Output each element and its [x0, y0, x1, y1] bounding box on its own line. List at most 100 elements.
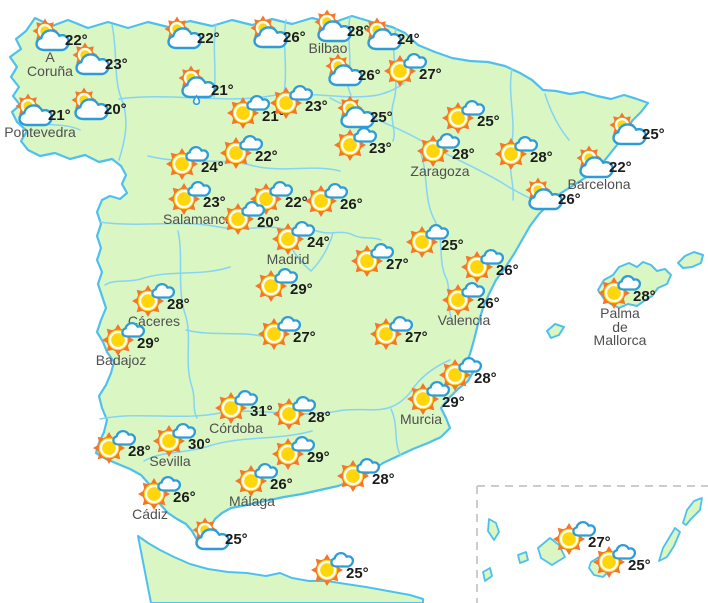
- temperature-label: 24°: [201, 159, 224, 176]
- city-label: Badajoz: [95, 352, 147, 368]
- temperature-label: 28°: [167, 296, 190, 313]
- temperature-label: 26°: [496, 262, 519, 279]
- sun-cloud-icon: [414, 129, 460, 169]
- temperature-label: 31°: [250, 403, 273, 420]
- temperature-label: 28°: [128, 443, 151, 460]
- temperature-label: 28°: [452, 146, 475, 163]
- cloud-sun-icon: [68, 87, 110, 121]
- cloud-sun-icon: [334, 95, 376, 129]
- temperature-label: 23°: [105, 56, 128, 73]
- temperature-label: 25°: [370, 109, 393, 126]
- temperature-label: 20°: [257, 214, 280, 231]
- sun-cloud-icon: [270, 392, 316, 432]
- sun-cloud-icon: [590, 540, 636, 580]
- temperature-label: 23°: [203, 194, 226, 211]
- temperature-label: 27°: [293, 329, 316, 346]
- sun-cloud-icon: [150, 419, 196, 459]
- temperature-label: 22°: [255, 148, 278, 165]
- temperature-label: 28°: [308, 409, 331, 426]
- temperature-label: 29°: [137, 335, 160, 352]
- cloud-sun-icon: [573, 145, 615, 179]
- temperature-label: 29°: [290, 281, 313, 298]
- temperature-label: 25°: [225, 531, 248, 548]
- temperature-label: 26°: [340, 196, 363, 213]
- city-label: Córdoba: [209, 420, 263, 436]
- temperature-label: 22°: [197, 30, 220, 47]
- temperature-label: 25°: [628, 557, 651, 574]
- sun-cloud-icon: [302, 179, 348, 219]
- sun-cloud-icon: [212, 386, 258, 426]
- temperature-label: 25°: [642, 126, 665, 143]
- sun-cloud-icon: [308, 548, 354, 588]
- temperature-label: 23°: [369, 140, 392, 157]
- sun-cloud-icon: [255, 312, 301, 352]
- sun-cloud-icon: [135, 472, 181, 512]
- city-label: Murcia: [399, 411, 443, 427]
- sun-cloud-icon: [331, 123, 377, 163]
- cloud-sun-icon: [522, 177, 564, 211]
- city-label: Bilbao: [308, 40, 348, 56]
- temperature-label: 21°: [48, 107, 71, 124]
- temperature-label: 22°: [285, 194, 308, 211]
- cloud-sun-icon: [12, 93, 54, 127]
- temperature-label: 21°: [211, 82, 234, 99]
- sun-cloud-icon: [367, 312, 413, 352]
- sun-cloud-icon: [163, 142, 209, 182]
- temperature-label: 27°: [386, 256, 409, 273]
- city-label: Sevilla: [149, 453, 191, 469]
- temperature-label: 26°: [173, 489, 196, 506]
- sun-cloud-icon: [436, 353, 482, 393]
- sun-cloud-icon: [269, 217, 315, 257]
- temperature-label: 26°: [558, 191, 581, 208]
- mainland-spain: [8, 14, 650, 549]
- sun-cloud-icon: [403, 220, 449, 260]
- city-label: Palma de Mallorca: [593, 305, 647, 348]
- cloud-sun-icon: [189, 517, 231, 551]
- temperature-label: 20°: [104, 101, 127, 118]
- sun-cloud-icon: [269, 432, 315, 472]
- sun-cloud-icon: [334, 454, 380, 494]
- sun-cloud-icon: [595, 271, 641, 311]
- sun-cloud-icon: [267, 81, 313, 121]
- cloud-sun-icon: [322, 53, 364, 87]
- sun-cloud-icon: [129, 279, 175, 319]
- temperature-label: 27°: [588, 534, 611, 551]
- sun-cloud-icon: [90, 426, 136, 466]
- temperature-label: 26°: [283, 29, 306, 46]
- sun-cloud-icon: [439, 278, 485, 318]
- cloud-sun-icon: [361, 17, 403, 51]
- cloud-sun-icon: [29, 18, 71, 52]
- sun-cloud-icon: [550, 517, 596, 557]
- city-label: Valencia: [437, 312, 491, 328]
- sun-cloud-icon: [224, 91, 270, 131]
- temperature-label: 28°: [633, 288, 656, 305]
- sun-cloud-icon: [217, 131, 263, 171]
- city-label: Pontevedra: [4, 124, 76, 140]
- sun-cloud-icon: [458, 245, 504, 285]
- temperature-label: 28°: [530, 149, 553, 166]
- city-label: Málaga: [229, 493, 275, 509]
- temperature-label: 28°: [372, 471, 395, 488]
- temperature-label: 22°: [65, 32, 88, 49]
- cloud-sun-icon: [161, 16, 203, 50]
- temperature-label: 27°: [405, 329, 428, 346]
- temperature-label: 30°: [188, 436, 211, 453]
- canary-islands-box: [476, 485, 708, 603]
- city-label: Cádiz: [132, 506, 168, 522]
- temperature-label: 29°: [307, 449, 330, 466]
- city-label: Barcelona: [567, 176, 631, 192]
- sun-cloud-icon: [99, 318, 145, 358]
- sun-cloud-icon: [492, 132, 538, 172]
- sun-cloud-icon: [232, 459, 278, 499]
- temperature-label: 24°: [307, 234, 330, 251]
- sun-cloud-icon: [439, 96, 485, 136]
- north-africa-coast: [137, 535, 424, 603]
- rain-icon: [175, 65, 217, 105]
- temperature-label: 25°: [477, 113, 500, 130]
- temperature-label: 26°: [358, 67, 381, 84]
- temperature-label: 24°: [397, 31, 420, 48]
- sun-cloud-icon: [252, 264, 298, 304]
- city-label: Cáceres: [127, 313, 181, 329]
